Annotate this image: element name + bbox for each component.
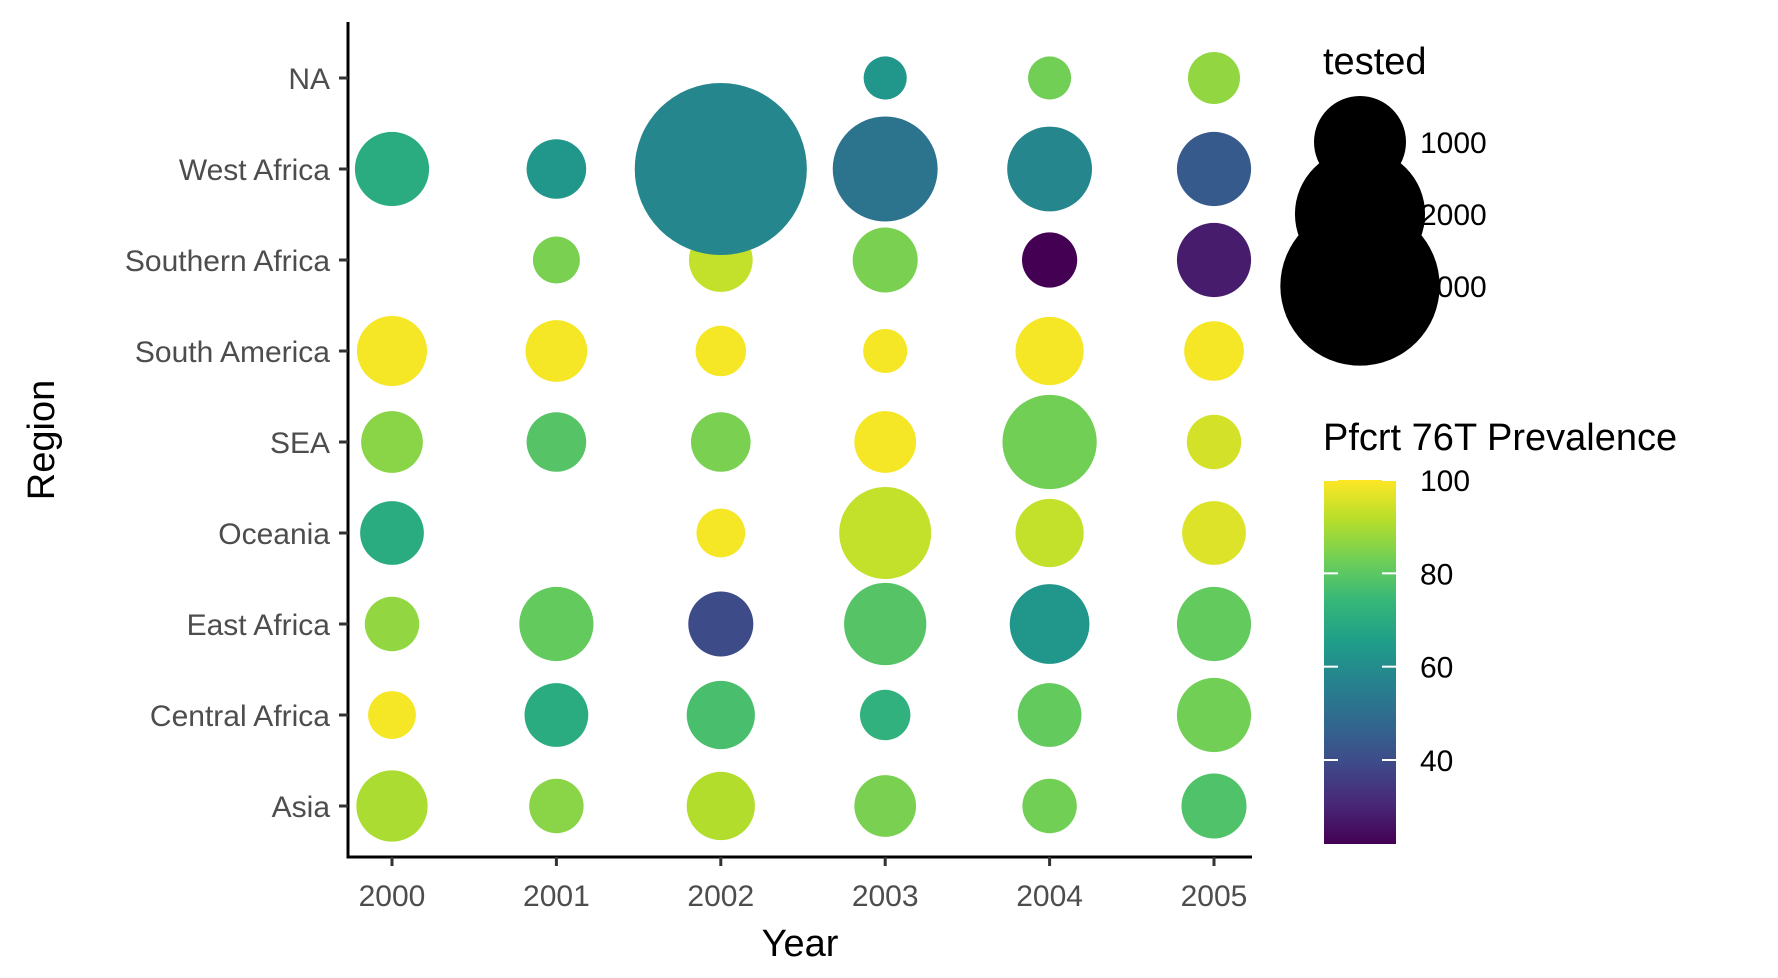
- color-legend-label: 80: [1420, 558, 1453, 591]
- data-point: [695, 325, 746, 377]
- data-point: [1181, 773, 1247, 839]
- x-axis-title: Year: [762, 923, 839, 965]
- data-point: [1022, 778, 1077, 834]
- data-point: [526, 139, 587, 199]
- data-point: [529, 778, 584, 834]
- color-legend-label: 100: [1420, 465, 1470, 498]
- y-tick-label: Oceania: [218, 518, 330, 551]
- y-tick-label: South America: [135, 336, 330, 369]
- x-tick-label: 2004: [1016, 880, 1083, 913]
- y-tick-label: Asia: [272, 791, 331, 824]
- data-point: [832, 116, 938, 222]
- data-point: [1009, 584, 1090, 664]
- data-point: [532, 236, 580, 284]
- size-legend-label: 2000: [1420, 199, 1487, 232]
- data-point: [356, 770, 428, 842]
- x-tick-label: 2003: [852, 880, 919, 913]
- data-point: [634, 82, 807, 256]
- y-tick-label: Central Africa: [150, 700, 330, 733]
- data-point: [839, 487, 932, 579]
- data-point: [860, 689, 911, 741]
- y-axis-ticks: Asia Central Africa East Africa Oceania SEA S…: [125, 63, 348, 824]
- color-legend: Pfcrt 76T Prevalence 40 60 80 100: [1323, 417, 1677, 844]
- data-point: [1007, 126, 1093, 212]
- data-point: [1015, 316, 1084, 386]
- data-point: [854, 411, 917, 473]
- data-point: [1176, 677, 1252, 753]
- y-tick-label: East Africa: [187, 609, 331, 642]
- size-legend: tested 1000 2000 3000: [1280, 41, 1487, 366]
- data-point: [1017, 683, 1082, 747]
- axes: [346, 22, 1252, 859]
- data-point: [852, 227, 918, 293]
- data-point: [525, 320, 588, 382]
- x-tick-label: 2002: [687, 880, 754, 913]
- y-tick-label: Southern Africa: [125, 245, 330, 278]
- x-tick-label: 2001: [523, 880, 590, 913]
- data-point: [690, 412, 751, 472]
- data-point: [1184, 321, 1244, 381]
- data-point: [356, 315, 428, 387]
- data-point: [526, 412, 587, 472]
- color-legend-label: 40: [1420, 745, 1453, 778]
- data-point: [1022, 232, 1078, 288]
- y-tick-label: SEA: [270, 427, 330, 460]
- data-point: [1002, 394, 1097, 490]
- y-tick-label: West Africa: [179, 154, 330, 187]
- data-point: [354, 131, 430, 207]
- data-point: [863, 56, 907, 100]
- color-legend-bar: [1324, 480, 1396, 844]
- data-point: [1187, 51, 1241, 105]
- data-point: [854, 775, 917, 837]
- data-point: [524, 683, 589, 747]
- color-legend-title: Pfcrt 76T Prevalence: [1323, 417, 1677, 459]
- x-tick-label: 2000: [359, 880, 426, 913]
- size-legend-title: tested: [1323, 41, 1427, 83]
- data-point: [1182, 501, 1246, 565]
- data-point: [1186, 414, 1242, 470]
- size-legend-key: [1280, 206, 1440, 366]
- data-point: [696, 508, 746, 558]
- data-point: [863, 328, 908, 374]
- data-point: [688, 591, 754, 657]
- data-point: [1028, 56, 1072, 100]
- data-point: [519, 586, 594, 662]
- data-point: [368, 691, 416, 739]
- y-tick-label: NA: [288, 63, 330, 96]
- data-point: [1176, 131, 1252, 207]
- data-point: [1176, 222, 1252, 298]
- plot-area: [354, 51, 1252, 842]
- x-tick-label: 2005: [1181, 880, 1248, 913]
- data-point: [364, 596, 420, 652]
- color-legend-label: 60: [1420, 652, 1453, 685]
- data-point: [1015, 498, 1084, 568]
- data-point: [844, 582, 927, 666]
- data-point: [1176, 586, 1252, 662]
- size-legend-label: 3000: [1420, 271, 1487, 304]
- y-axis-title: Region: [21, 380, 63, 500]
- data-point: [686, 771, 755, 841]
- data-point: [360, 501, 424, 565]
- x-axis-ticks: 2000 2001 2002 2003 2004 2005: [359, 857, 1248, 913]
- data-point: [686, 680, 755, 750]
- data-point: [361, 411, 423, 473]
- size-legend-label: 1000: [1420, 127, 1487, 160]
